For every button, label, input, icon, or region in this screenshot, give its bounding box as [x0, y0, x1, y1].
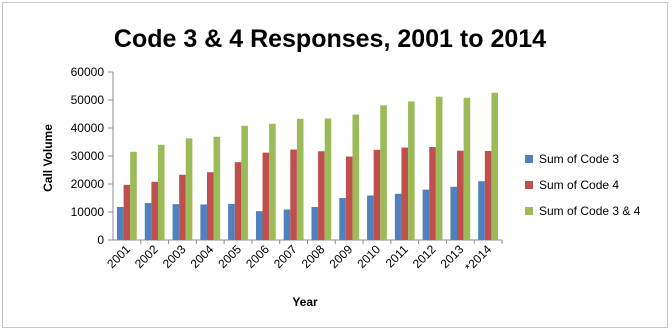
- bar-sum-of-code-3-4-2008: [324, 118, 332, 240]
- bar-sum-of-code-3-2005: [228, 203, 235, 240]
- bar-sum-of-code-3-2007: [283, 209, 291, 240]
- x-tick-label: 2009: [327, 242, 356, 271]
- x-tick-label: 2013: [438, 242, 467, 271]
- bar-sum-of-code-3-4-2002: [157, 144, 165, 240]
- x-tick-label: 2006: [243, 242, 272, 271]
- y-tick-label: 20000: [71, 177, 105, 191]
- legend-label: Sum of Code 4: [539, 178, 619, 192]
- bar-sum-of-code-3-4-2005: [241, 125, 248, 240]
- x-tick-label: 2007: [271, 242, 300, 271]
- y-tick-label: 40000: [71, 121, 105, 135]
- y-tick-label: 50000: [71, 93, 105, 107]
- x-tick-label: *2014: [462, 242, 494, 274]
- legend-swatch: [525, 207, 533, 215]
- bar-sum-of-code-3-2001: [116, 206, 124, 240]
- bar-sum-of-code-3-2014: [478, 181, 485, 240]
- x-tick-label: 2011: [383, 242, 411, 270]
- y-axis-label: Call Volume: [41, 124, 55, 192]
- bar-sum-of-code-3-2006: [255, 211, 263, 240]
- bar-sum-of-code-4-2006: [262, 152, 270, 240]
- y-tick-label: 0: [97, 233, 104, 247]
- bar-sum-of-code-3-4-2012: [435, 96, 443, 240]
- x-axis-label: Year: [292, 295, 318, 309]
- bar-sum-of-code-4-2011: [401, 147, 409, 240]
- y-tick-label: 60000: [71, 65, 105, 79]
- bar-sum-of-code-4-2010: [373, 149, 381, 240]
- y-tick-label: 30000: [71, 149, 105, 163]
- bar-sum-of-code-4-2004: [206, 172, 214, 240]
- bar-sum-of-code-3-4-2003: [185, 138, 193, 240]
- bar-sum-of-code-4-2012: [429, 147, 436, 240]
- x-tick-label: 2012: [410, 242, 439, 271]
- bar-sum-of-code-3-4-2007: [296, 118, 304, 240]
- legend-label: Sum of Code 3: [539, 152, 619, 166]
- bar-sum-of-code-3-4-2014: [491, 92, 499, 240]
- bar-sum-of-code-3-4-2004: [213, 136, 221, 240]
- legend-label: Sum of Code 3 & 4: [539, 204, 641, 218]
- bar-sum-of-code-4-2001: [123, 184, 131, 240]
- bar-sum-of-code-4-2003: [179, 174, 186, 240]
- x-tick-label: 2001: [104, 242, 133, 271]
- x-tick-label: 2005: [215, 242, 244, 271]
- bar-sum-of-code-3-2003: [172, 204, 180, 240]
- y-tick-label: 10000: [71, 205, 105, 219]
- bar-sum-of-code-3-4-2006: [269, 123, 276, 240]
- bar-sum-of-code-4-2009: [345, 156, 353, 240]
- bar-sum-of-code-3-2013: [450, 186, 458, 240]
- bar-sum-of-code-3-2009: [339, 198, 346, 240]
- legend-swatch: [525, 181, 533, 189]
- x-tick-label: 2008: [299, 242, 328, 271]
- x-tick-label: 2003: [160, 242, 189, 271]
- bar-sum-of-code-3-2004: [200, 204, 207, 240]
- bar-sum-of-code-3-4-2010: [380, 105, 387, 240]
- bar-sum-of-code-3-2010: [367, 195, 374, 240]
- bar-sum-of-code-4-2008: [318, 151, 325, 240]
- chart-title: Code 3 & 4 Responses, 2001 to 2014: [114, 25, 546, 53]
- bar-sum-of-code-3-2008: [311, 206, 319, 240]
- x-tick-label: 2002: [132, 242, 161, 271]
- bar-sum-of-code-3-2012: [422, 189, 430, 240]
- bar-sum-of-code-4-2014: [484, 150, 492, 240]
- bar-sum-of-code-4-2007: [290, 149, 297, 240]
- bar-sum-of-code-3-4-2013: [463, 97, 471, 240]
- x-tick-label: 2004: [188, 242, 217, 271]
- legend-swatch: [525, 155, 533, 163]
- bar-sum-of-code-3-2011: [394, 193, 402, 240]
- bar-sum-of-code-3-4-2011: [408, 101, 415, 241]
- bar-sum-of-code-3-4-2009: [352, 114, 360, 240]
- bar-sum-of-code-4-2005: [234, 162, 242, 240]
- bar-sum-of-code-4-2002: [151, 181, 158, 240]
- bar-sum-of-code-3-2002: [144, 203, 152, 240]
- bar-sum-of-code-3-4-2001: [130, 151, 137, 240]
- x-tick-label: 2010: [354, 242, 383, 271]
- bar-sum-of-code-4-2013: [457, 150, 464, 240]
- legend: Sum of Code 3 Sum of Code 4 Sum of Code 3 …: [525, 152, 641, 218]
